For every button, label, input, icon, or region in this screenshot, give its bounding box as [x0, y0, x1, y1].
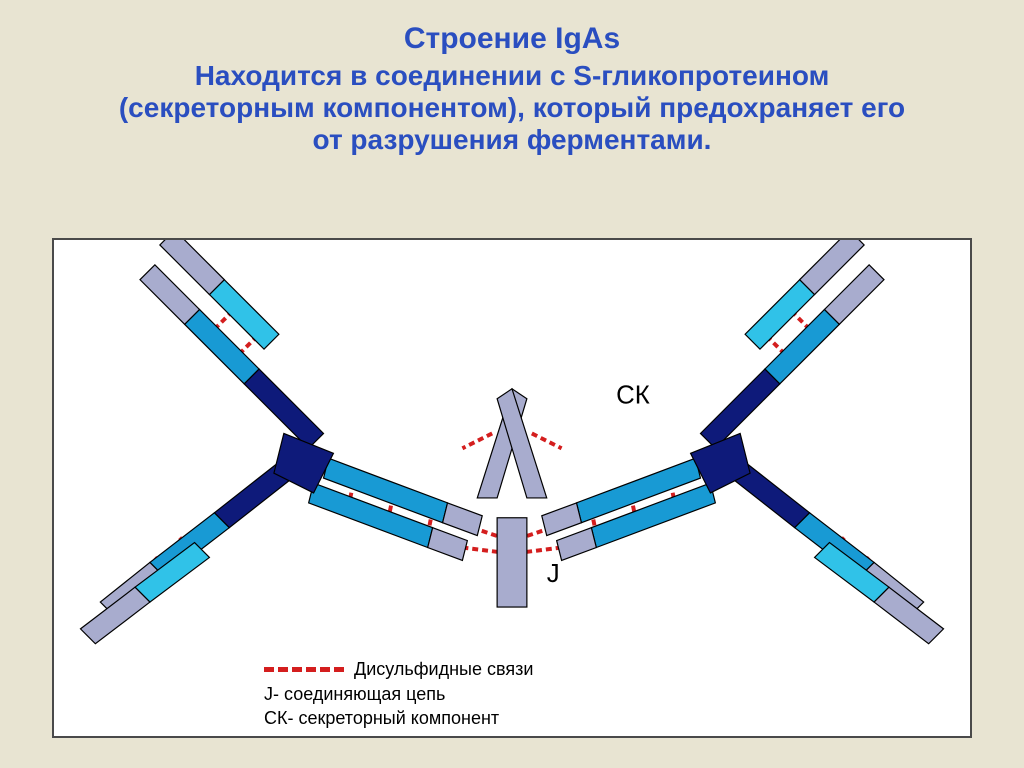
j-label: J: [547, 560, 560, 588]
sk-label: СК: [616, 382, 650, 410]
slide-title: Строение IgAs: [0, 22, 1024, 56]
legend-disulfide: Дисульфидные связи: [264, 658, 533, 681]
sk-component: [477, 389, 546, 498]
j-chain: [497, 518, 527, 607]
legend-disulfide-text: Дисульфидные связи: [354, 658, 533, 681]
legend-jchain-text: J- соединяющая цепь: [264, 683, 445, 706]
legend-jchain: J- соединяющая цепь: [264, 683, 533, 706]
iga-structure-diagram: СК J Дисульфидные связи J- соединяющая ц…: [52, 238, 972, 738]
dash-icon: [264, 667, 344, 672]
legend-sk-text: СК- секреторный компонент: [264, 707, 499, 730]
legend-sk: СК- секреторный компонент: [264, 707, 533, 730]
left-monomer: [80, 240, 482, 644]
slide: Строение IgAs Находится в соединении с S…: [0, 0, 1024, 768]
legend: Дисульфидные связи J- соединяющая цепь С…: [264, 658, 533, 732]
slide-subtitle: Находится в соединении с S-гликопротеино…: [110, 60, 914, 157]
right-monomer: [542, 240, 944, 644]
